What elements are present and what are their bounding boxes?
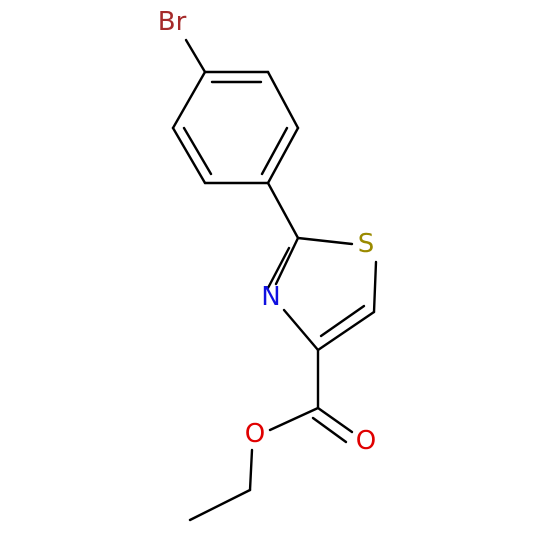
atom-label: O [245, 419, 265, 449]
atom-label: N [261, 282, 280, 312]
atom-label: S [358, 229, 375, 259]
bonds [171, 38, 378, 522]
atom-label: O [356, 426, 376, 456]
atom-label: Br [158, 7, 187, 37]
